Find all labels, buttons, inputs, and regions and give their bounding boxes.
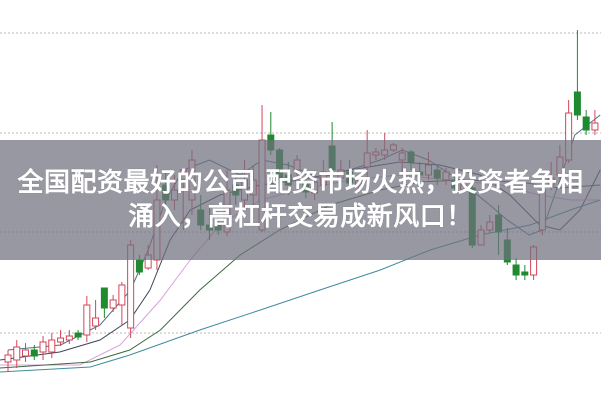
candle-down [582,116,590,131]
candle-up [92,317,100,327]
candle-up [65,335,73,341]
candle-up [109,299,117,309]
headline-line-1: 全国配资最好的公司 配资市场火热，投资者争相 [17,168,584,198]
headline-banner: 全国配资最好的公司 配资市场火热，投资者争相 涌入，高杠杆交易成新风口！ [0,140,601,260]
candle-up [13,346,21,361]
candle-up [118,284,126,306]
candle-down [135,259,143,273]
candle-up [591,122,599,131]
candle-down [512,264,520,276]
candle-up [57,337,65,343]
candle-down [74,332,82,338]
headline-line-2: 涌入，高杠杆交易成新风口！ [128,202,473,232]
candle-down [573,91,581,116]
candle-down [100,287,108,309]
candle-up [83,304,91,336]
candle-down [521,271,529,276]
candle-up [22,349,30,357]
candle-up [48,339,56,353]
candle-down [30,349,38,357]
candle-up [4,354,12,363]
candle-up [39,341,47,353]
